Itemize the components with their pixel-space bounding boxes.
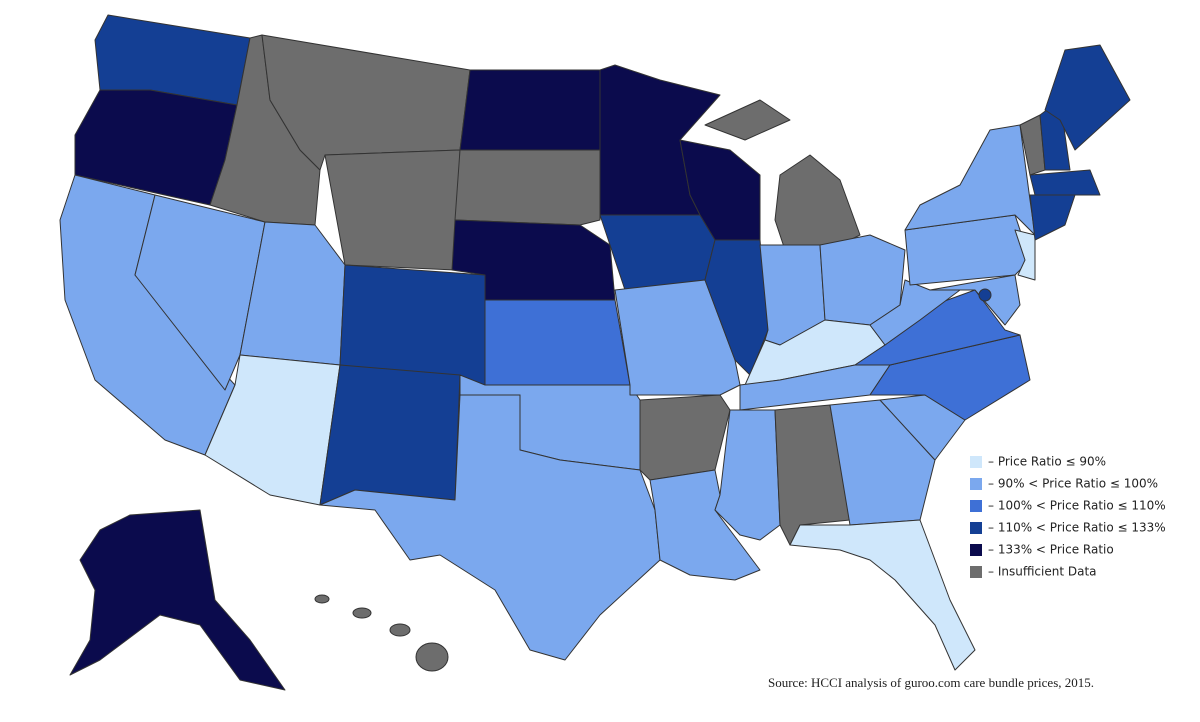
legend-swatch [970, 500, 982, 512]
state [459, 69, 616, 151]
state [324, 149, 461, 271]
legend-swatch [970, 566, 982, 578]
legend-label: – 110% < Price Ratio ≤ 133% [988, 521, 1166, 535]
state [415, 642, 449, 672]
legend-swatch [970, 522, 982, 534]
state [389, 623, 411, 637]
state [314, 594, 330, 604]
state [69, 509, 286, 691]
legend-label: – 100% < Price Ratio ≤ 110% [988, 499, 1166, 513]
legend-label: – 133% < Price Ratio [988, 543, 1114, 557]
state [774, 154, 861, 251]
state [904, 124, 1036, 236]
legend: – Price Ratio ≤ 90% – 90% < Price Ratio ≤… [970, 455, 1166, 579]
legend-label: – Insufficient Data [988, 565, 1097, 579]
state [134, 194, 266, 391]
us-states [59, 14, 1131, 691]
state [454, 149, 601, 226]
state [649, 469, 761, 581]
state [599, 214, 716, 291]
legend-label: – 90% < Price Ratio ≤ 100% [988, 477, 1158, 491]
state [1044, 44, 1131, 151]
legend-box [962, 448, 1176, 586]
legend-label: – Price Ratio ≤ 90% [988, 455, 1106, 469]
state [704, 99, 791, 141]
state [484, 299, 631, 386]
state [319, 394, 661, 661]
state [1014, 229, 1036, 281]
state [978, 288, 992, 302]
state [352, 607, 372, 619]
state [829, 399, 936, 526]
state [1029, 194, 1076, 241]
state [639, 394, 731, 481]
legend-swatch [970, 544, 982, 556]
legend-swatch [970, 456, 982, 468]
state [319, 364, 461, 506]
legend-swatch [970, 478, 982, 490]
state [929, 274, 1021, 326]
state [1029, 169, 1101, 196]
state [789, 519, 976, 671]
source-note: Source: HCCI analysis of guroo.com care … [768, 675, 1094, 690]
